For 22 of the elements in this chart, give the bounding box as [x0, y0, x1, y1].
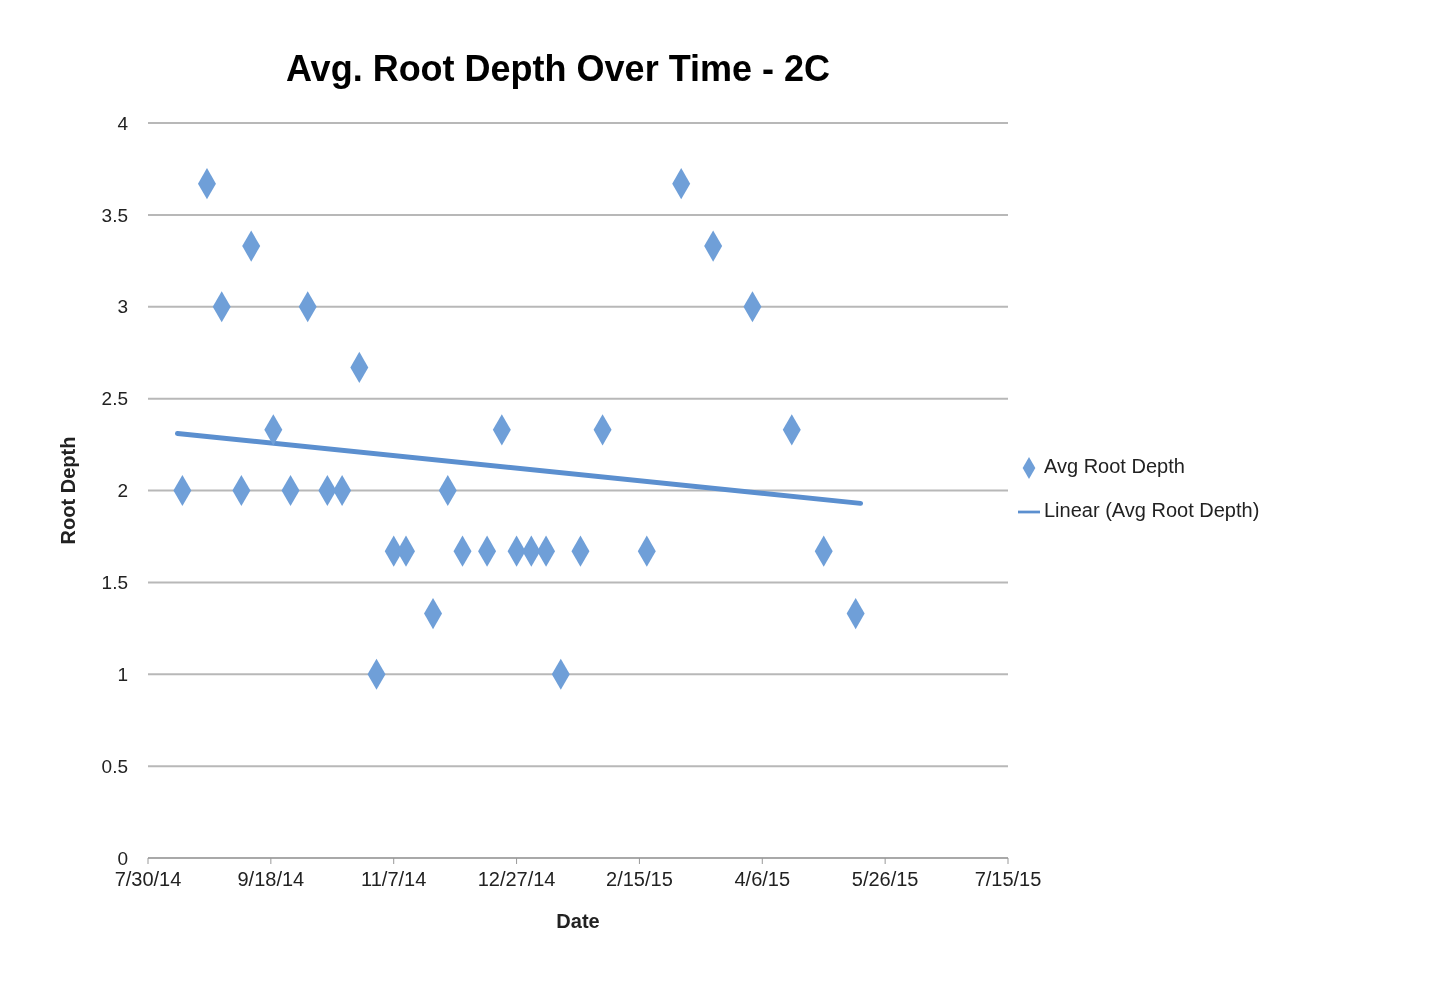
x-tick-label: 7/15/15: [974, 868, 1042, 891]
x-tick-label: 7/30/14: [114, 868, 182, 891]
x-tick-label: 9/18/14: [237, 868, 305, 891]
x-tick-label: 11/7/14: [361, 868, 427, 891]
y-tick-label: 3: [117, 296, 128, 318]
y-tick-label: 0.5: [101, 755, 128, 777]
y-tick-label: 0: [117, 847, 128, 869]
legend-label: Avg Root Depth: [1044, 455, 1185, 477]
x-tick-label: 12/27/14: [477, 868, 556, 891]
x-tick-label: 5/26/15: [851, 868, 919, 891]
y-axis-title: Root Depth: [57, 436, 80, 545]
x-tick-label: 2/15/15: [606, 868, 673, 891]
y-tick-label: 2.5: [101, 388, 128, 410]
chart-title: Avg. Root Depth Over Time - 2C: [284, 48, 832, 90]
y-tick-label: 4: [117, 112, 129, 134]
y-tick-label: 1: [117, 663, 128, 685]
y-tick-label: 2: [117, 480, 128, 502]
x-axis-title: Date: [556, 910, 600, 932]
y-tick-label: 1.5: [101, 572, 128, 594]
legend-label: Linear (Avg Root Depth): [1044, 499, 1260, 521]
y-tick-label: 3.5: [101, 204, 128, 226]
x-tick-label: 4/6/15: [734, 868, 791, 891]
